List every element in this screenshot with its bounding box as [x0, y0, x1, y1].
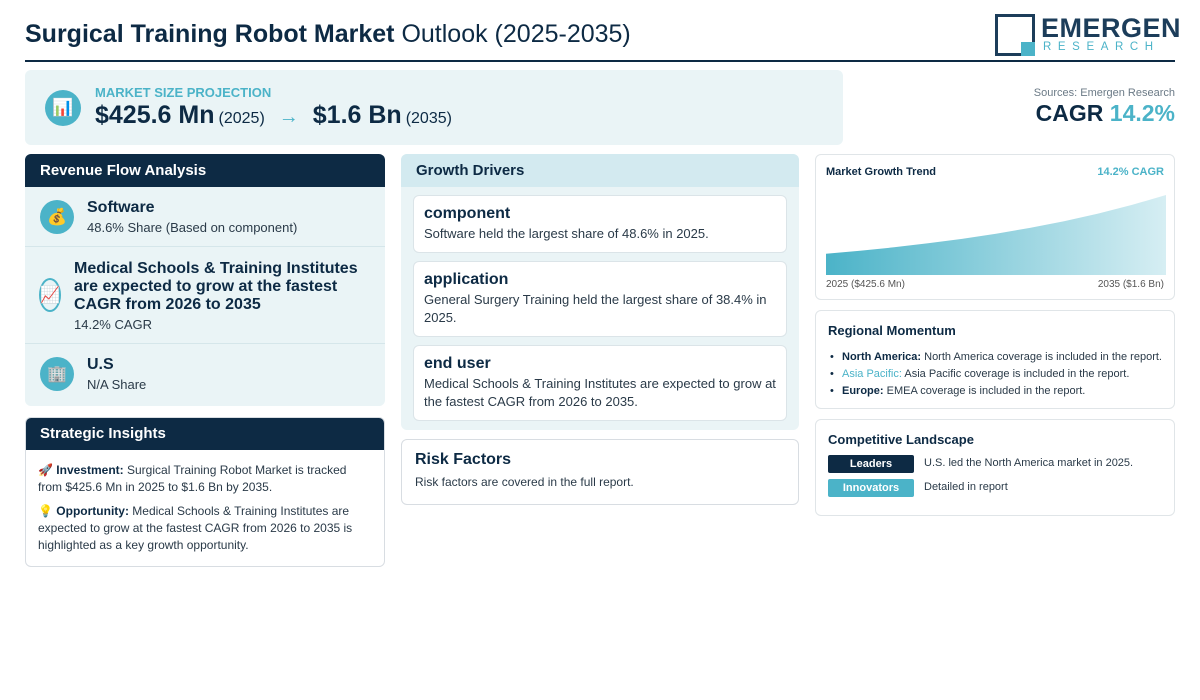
trend-area — [826, 195, 1166, 275]
region-name: Asia Pacific: — [842, 368, 902, 380]
start-value: $425.6 Mn — [95, 101, 215, 129]
risk-factors-title: Risk Factors — [415, 451, 512, 468]
revenue-flow-panel: Revenue Flow Analysis 💰 Software 48.6% S… — [25, 154, 385, 406]
driver-title: end user — [424, 355, 491, 372]
money-bag-icon: 💰 — [40, 200, 74, 234]
region-text: EMEA coverage is included in the report. — [886, 385, 1086, 397]
trend-cagr: 14.2% CAGR — [1097, 166, 1164, 178]
innovators-badge: Innovators — [828, 479, 914, 497]
growth-drivers-title: Growth Drivers — [401, 154, 799, 187]
cagr-headline: CAGR 14.2% — [1034, 100, 1175, 127]
strategic-insights-title: Strategic Insights — [26, 418, 384, 450]
cagr-label: CAGR — [1035, 100, 1104, 126]
strategic-insights-panel: Strategic Insights 🚀 Investment: Surgica… — [25, 417, 385, 567]
logo-mark-icon — [995, 14, 1035, 56]
insight-opportunity: 💡 Opportunity: Medical Schools & Trainin… — [26, 503, 384, 554]
emergen-logo: EMERGEN RESEARCH — [995, 13, 1181, 56]
projection-values: $425.6 Mn (2025) → $1.6 Bn (2035) — [95, 101, 452, 130]
revenue-item-title: Medical Schools & Training Institutes ar… — [74, 260, 358, 313]
region-name: North America: — [842, 351, 922, 363]
revenue-item-sub: 14.2% CAGR — [74, 317, 153, 332]
sources-text: Sources: Emergen Research — [1033, 87, 1175, 99]
trend-area-chart — [826, 195, 1166, 275]
region-text: Asia Pacific coverage is included in the… — [904, 368, 1130, 380]
competitive-text: U.S. led the North America market in 202… — [924, 457, 1134, 469]
title-light: Outlook (2025-2035) — [401, 20, 631, 48]
revenue-item: 📈 Medical Schools & Training Institutes … — [25, 247, 385, 344]
revenue-item: 🏢 U.S N/A Share — [25, 344, 385, 406]
revenue-item-sub: N/A Share — [87, 377, 147, 392]
risk-factors-text: Risk factors are covered in the full rep… — [415, 475, 634, 489]
start-year: (2025) — [218, 110, 265, 127]
revenue-item: 💰 Software 48.6% Share (Based on compone… — [25, 187, 385, 247]
bar-chart-icon: 📊 — [45, 90, 81, 126]
driver-text: Medical Schools & Training Institutes ar… — [424, 376, 776, 409]
driver-card: end user Medical Schools & Training Inst… — [413, 345, 787, 421]
title-bold: Surgical Training Robot Market — [25, 20, 395, 48]
logo-main-text: EMERGEN — [1041, 13, 1182, 43]
competitive-landscape-card: Competitive Landscape Leaders U.S. led t… — [815, 419, 1175, 516]
competitive-text: Detailed in report — [924, 481, 1008, 493]
regional-momentum-card: Regional Momentum North America: North A… — [815, 310, 1175, 409]
page-title: Surgical Training Robot Market Outlook (… — [25, 20, 631, 49]
cagr-summary: Sources: Emergen Research CAGR 14.2% — [1034, 87, 1175, 127]
driver-title: application — [424, 271, 509, 288]
end-year: (2035) — [405, 110, 452, 127]
insight-text: Medical Schools & Training Institutes ar… — [38, 504, 353, 552]
light-bulb-icon: 💡 — [38, 504, 53, 518]
trend-title: Market Growth Trend — [826, 166, 937, 178]
building-icon: 🏢 — [40, 357, 74, 391]
market-size-projection: 📊 MARKET SIZE PROJECTION $425.6 Mn (2025)… — [25, 70, 843, 145]
insight-label: Opportunity: — [56, 504, 129, 518]
driver-text: Software held the largest share of 48.6%… — [424, 226, 709, 241]
rocket-icon: 🚀 — [38, 463, 53, 477]
page-header: Surgical Training Robot Market Outlook (… — [25, 12, 1181, 62]
trend-start-label: 2025 ($425.6 Mn) — [826, 279, 905, 290]
revenue-item-sub: 48.6% Share (Based on component) — [87, 220, 298, 235]
driver-card: component Software held the largest shar… — [413, 195, 787, 253]
list-item: Europe: EMEA coverage is included in the… — [828, 383, 1162, 400]
insight-investment: 🚀 Investment: Surgical Training Robot Ma… — [26, 462, 384, 496]
insight-text: Surgical Training Robot Market is tracke… — [38, 463, 347, 494]
logo-sub-text: RESEARCH — [1043, 41, 1160, 53]
list-item: Asia Pacific: Asia Pacific coverage is i… — [828, 366, 1162, 383]
arrow-right-icon: → — [278, 106, 299, 128]
competitive-title: Competitive Landscape — [828, 432, 974, 447]
revenue-flow-title: Revenue Flow Analysis — [25, 154, 385, 187]
insight-label: Investment: — [56, 463, 124, 477]
region-text: North America coverage is included in th… — [924, 351, 1162, 363]
region-name: Europe: — [842, 385, 884, 397]
revenue-item-title: U.S — [87, 356, 114, 373]
regional-title: Regional Momentum — [828, 323, 956, 338]
driver-title: component — [424, 205, 511, 222]
revenue-item-title: Software — [87, 199, 155, 216]
cagr-value: 14.2% — [1109, 100, 1175, 126]
end-value: $1.6 Bn — [312, 101, 402, 129]
trend-end-label: 2035 ($1.6 Bn) — [1097, 279, 1164, 290]
projection-label: MARKET SIZE PROJECTION — [95, 85, 272, 100]
driver-text: General Surgery Training held the larges… — [424, 292, 767, 325]
risk-factors-panel: Risk Factors Risk factors are covered in… — [401, 439, 799, 505]
trend-up-chart-icon: 📈 — [39, 278, 61, 312]
regional-list: North America: North America coverage is… — [828, 349, 1162, 400]
growth-drivers-panel: Growth Drivers component Software held t… — [401, 154, 799, 430]
market-growth-trend-card: Market Growth Trend 14.2% CAGR 2025 ($42… — [815, 154, 1175, 300]
driver-card: application General Surgery Training hel… — [413, 261, 787, 337]
leaders-badge: Leaders — [828, 455, 914, 473]
list-item: North America: North America coverage is… — [828, 349, 1162, 366]
